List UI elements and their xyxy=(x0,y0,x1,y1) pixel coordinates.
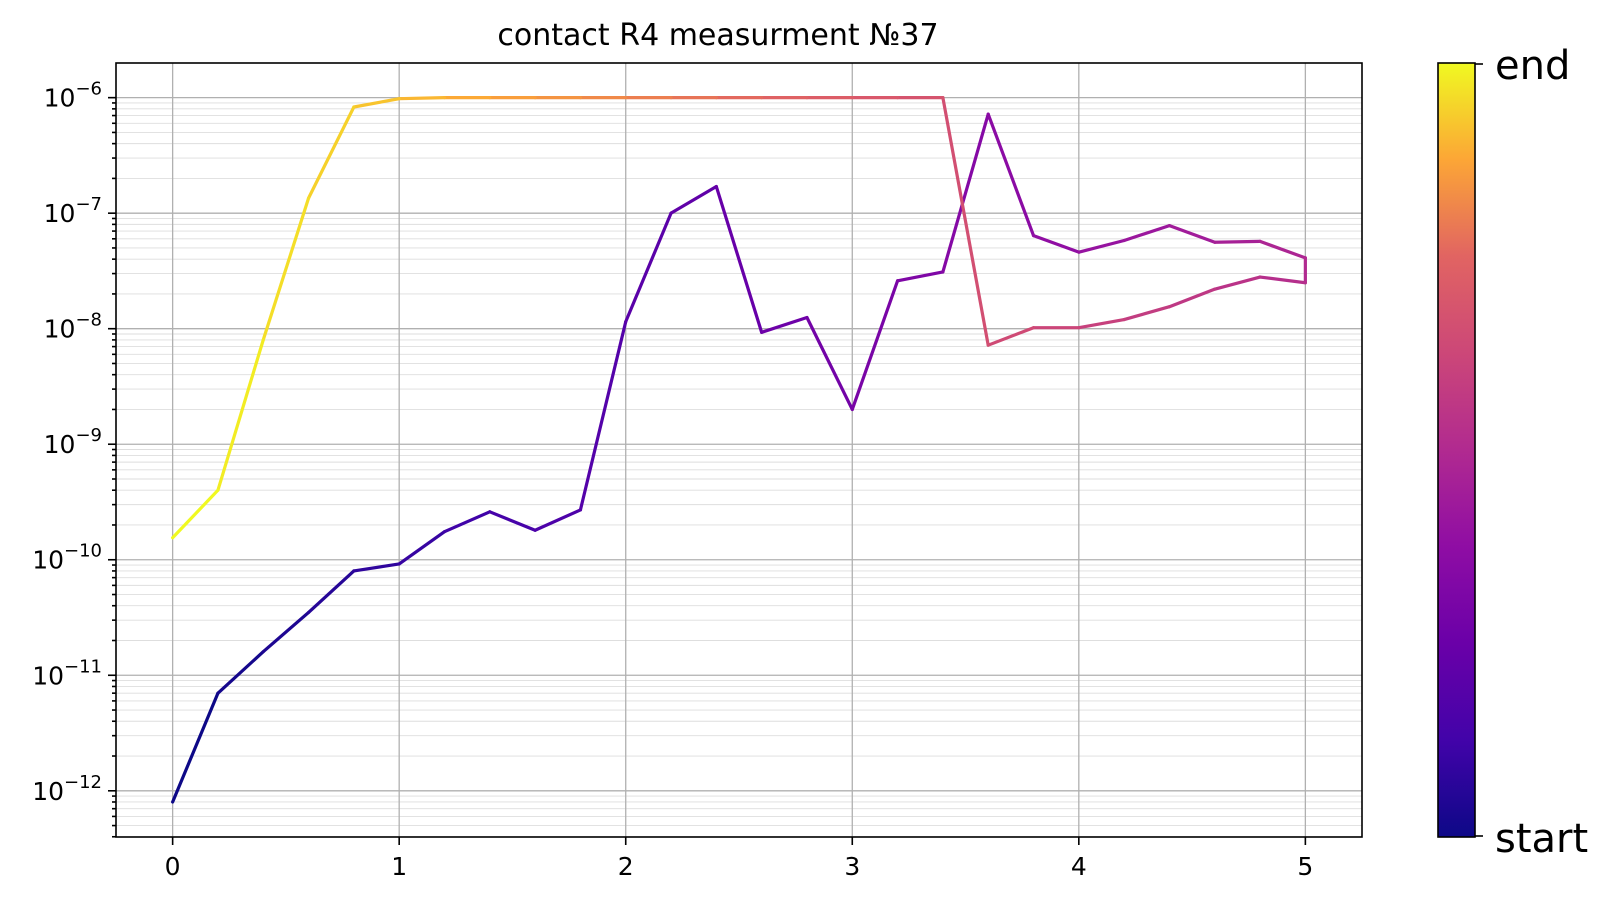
y-tick-label: 10−11 xyxy=(32,656,102,690)
line-segment xyxy=(1077,238,1126,254)
line-segment xyxy=(352,97,401,109)
line-segment xyxy=(397,96,447,101)
line-segment xyxy=(261,610,311,654)
y-tick-label: 10−12 xyxy=(32,772,102,806)
line-segment xyxy=(624,211,673,324)
line-segment xyxy=(1167,287,1217,309)
line-segment xyxy=(760,315,809,334)
line-segment xyxy=(216,338,265,492)
line-segment xyxy=(1122,305,1172,322)
line-segment xyxy=(714,184,764,334)
line-segment xyxy=(261,196,311,342)
x-tick-label: 2 xyxy=(618,852,634,881)
y-tick-label: 10−6 xyxy=(44,79,102,113)
line-segment xyxy=(306,105,356,200)
chart-title: contact R4 measurment №37 xyxy=(497,18,938,53)
line-segment xyxy=(941,112,990,274)
line-segment xyxy=(1167,224,1217,244)
colorbar-start-label: start xyxy=(1495,816,1588,862)
line-segment xyxy=(986,326,1036,347)
line-segment xyxy=(171,488,220,540)
x-tick-label: 1 xyxy=(391,852,407,881)
line-segment xyxy=(850,279,900,412)
line-segment xyxy=(397,530,447,566)
line-segment xyxy=(578,320,628,512)
x-tick-label: 3 xyxy=(844,852,860,881)
line-segment xyxy=(352,562,401,573)
line-segment xyxy=(1258,239,1307,260)
y-tick-label: 10−8 xyxy=(44,310,102,344)
line-segment xyxy=(1031,233,1081,254)
line-segment xyxy=(1122,224,1172,243)
line-segment xyxy=(1213,239,1262,244)
x-tick-label: 0 xyxy=(165,852,181,881)
line-segment xyxy=(171,691,220,804)
colorbar-gradient xyxy=(1437,62,1476,838)
colorbar: end start xyxy=(1437,43,1588,862)
line-segment xyxy=(216,650,265,695)
y-axis: 10−6 10−7 10−8 10−9 10−10 10−11 10−12 xyxy=(32,79,116,838)
line-segment xyxy=(1213,275,1262,291)
y-tick-label: 10−7 xyxy=(44,194,102,228)
data-series xyxy=(171,96,1307,804)
line-segment xyxy=(986,112,1036,238)
y-tick-label: 10−9 xyxy=(44,425,102,459)
line-segment xyxy=(1258,275,1307,285)
colorbar-end-label: end xyxy=(1495,43,1570,89)
x-axis: 0 1 2 3 4 5 xyxy=(165,837,1313,881)
x-tick-label: 5 xyxy=(1297,852,1313,881)
line-segment xyxy=(442,510,492,534)
line-segment xyxy=(895,270,945,283)
line-segment xyxy=(805,315,854,412)
line-segment xyxy=(941,96,990,347)
line-segment xyxy=(1077,317,1126,330)
line-segment xyxy=(306,569,356,615)
line-segment xyxy=(669,184,718,215)
minor-grid xyxy=(116,102,1362,838)
x-tick-label: 4 xyxy=(1071,852,1087,881)
line-segment xyxy=(533,508,583,532)
line-segment xyxy=(488,510,537,532)
y-tick-label: 10−10 xyxy=(32,541,102,575)
